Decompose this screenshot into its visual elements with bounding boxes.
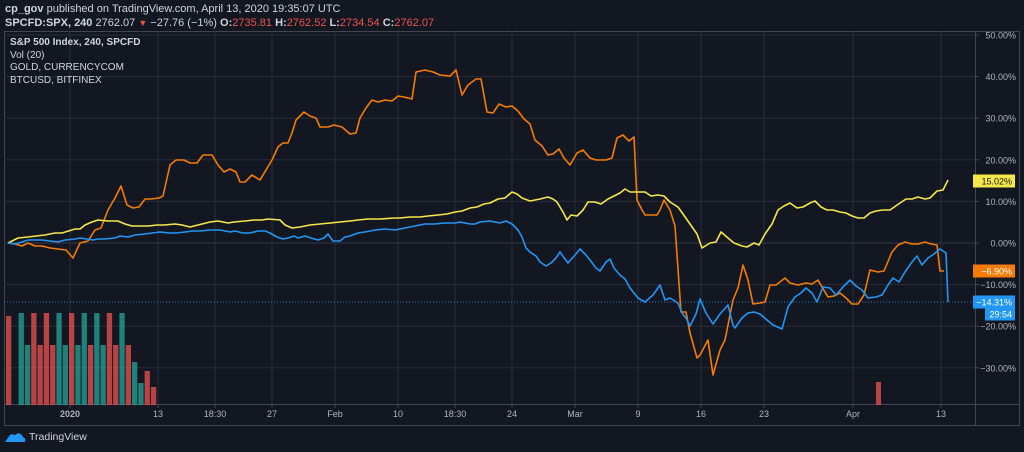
last-price: 2762.07 bbox=[95, 17, 136, 29]
svg-text:29:54: 29:54 bbox=[989, 310, 1012, 320]
time-axis-label: 13 bbox=[936, 409, 946, 419]
price-axis-label: −20.00% bbox=[980, 322, 1016, 332]
close-label: C: bbox=[382, 17, 395, 29]
legend-gold[interactable]: GOLD, CURRENCYCOM bbox=[10, 62, 124, 73]
price-axis-label: 10.00% bbox=[985, 197, 1016, 207]
spx-series-line[interactable] bbox=[7, 220, 949, 330]
time-axis-label: 13 bbox=[153, 409, 163, 419]
price-badge: 29:54 bbox=[985, 307, 1015, 321]
svg-text:15.02%: 15.02% bbox=[981, 177, 1012, 187]
volume-bars bbox=[6, 313, 881, 405]
time-axis[interactable]: 2020 13 18:30 27 Feb 10 18:30 24 Mar 9 16 23 Apr 13 bbox=[60, 404, 946, 419]
price-change: −27.76 (−1%) bbox=[150, 17, 217, 29]
high-value: 2762.52 bbox=[286, 17, 327, 29]
symbol-label: SPCFD:SPX, 240 bbox=[5, 17, 93, 29]
btc-series-line[interactable] bbox=[7, 69, 944, 376]
down-arrow-icon: ▼ bbox=[138, 18, 148, 28]
time-axis-label: 16 bbox=[696, 409, 706, 419]
time-axis-label: Mar bbox=[567, 409, 583, 419]
price-axis[interactable]: 50.00% 40.00% 30.00% 20.00% 10.00% 0.00% −10.0… bbox=[975, 31, 1016, 373]
time-axis-label: Apr bbox=[846, 409, 860, 419]
tradingview-logo-icon bbox=[5, 433, 26, 442]
chart-canvas[interactable]: 50.00% 40.00% 30.00% 20.00% 10.00% 0.00% −10.0… bbox=[4, 31, 1020, 426]
time-axis-label: 27 bbox=[267, 409, 277, 419]
price-axis-label: 20.00% bbox=[985, 155, 1016, 165]
price-axis-label: 30.00% bbox=[985, 114, 1016, 124]
svg-text:−6.90%: −6.90% bbox=[981, 267, 1012, 277]
price-badge: −14.31% bbox=[973, 295, 1015, 309]
publisher-name[interactable]: cp_gov bbox=[5, 3, 44, 15]
chart-legend: S&P 500 Index, 240, SPCFD Vol (20) GOLD,… bbox=[10, 37, 140, 87]
time-axis-label: 2020 bbox=[60, 409, 80, 419]
high-label: H: bbox=[275, 17, 287, 29]
open-value: 2735.81 bbox=[232, 17, 273, 29]
brand-label: TradingView bbox=[29, 431, 87, 443]
gold-series-line[interactable] bbox=[7, 179, 949, 249]
price-axis-label: 40.00% bbox=[985, 72, 1016, 82]
time-axis-label: 9 bbox=[635, 409, 640, 419]
legend-btc[interactable]: BTCUSD, BITFINEX bbox=[10, 74, 102, 86]
price-axis-label: 50.00% bbox=[985, 31, 1016, 41]
svg-text:−14.31%: −14.31% bbox=[976, 298, 1012, 308]
symbol-info: SPCFD:SPX, 240 2762.07 ▼ −27.76 (−1%) O:… bbox=[5, 17, 434, 29]
chart-panel[interactable]: 50.00% 40.00% 30.00% 20.00% 10.00% 0.00% −10.0… bbox=[4, 31, 1020, 426]
price-badge: −6.90% bbox=[973, 264, 1015, 278]
low-value: 2734.54 bbox=[339, 17, 380, 29]
price-badges: 15.02% −6.90% −14.31% 29:54 bbox=[973, 174, 1015, 321]
time-axis-label: 24 bbox=[507, 409, 517, 419]
time-axis-label: 18:30 bbox=[204, 409, 227, 419]
publish-info: cp_gov published on TradingView.com, Apr… bbox=[5, 3, 341, 15]
price-axis-label: 0.00% bbox=[990, 239, 1016, 249]
tradingview-brand[interactable]: TradingView bbox=[4, 431, 87, 443]
open-label: O: bbox=[220, 17, 233, 29]
published-text: published on TradingView.com, April 13, … bbox=[46, 3, 341, 15]
price-axis-label: −30.00% bbox=[980, 363, 1016, 373]
time-axis-label: 23 bbox=[759, 409, 769, 419]
price-axis-label: −10.00% bbox=[980, 280, 1016, 290]
low-label: L: bbox=[329, 17, 340, 29]
time-axis-label: 18:30 bbox=[444, 409, 467, 419]
time-axis-label: Feb bbox=[327, 409, 343, 419]
time-axis-label: 10 bbox=[393, 409, 403, 419]
grid-lines bbox=[4, 31, 975, 404]
legend-volume[interactable]: Vol (20) bbox=[10, 49, 45, 61]
close-value: 2762.07 bbox=[394, 17, 435, 29]
price-badge: 15.02% bbox=[973, 174, 1015, 188]
legend-spx[interactable]: S&P 500 Index, 240, SPCFD bbox=[10, 37, 141, 48]
